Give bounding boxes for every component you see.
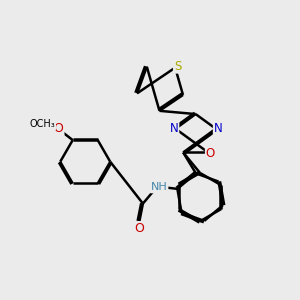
Text: O: O — [54, 122, 64, 135]
Text: OCH₃: OCH₃ — [29, 119, 55, 130]
Text: N: N — [214, 122, 223, 135]
Text: N: N — [169, 122, 178, 135]
Text: O: O — [206, 147, 215, 161]
Text: O: O — [134, 222, 144, 235]
Text: S: S — [174, 60, 181, 73]
Text: NH: NH — [151, 182, 167, 192]
